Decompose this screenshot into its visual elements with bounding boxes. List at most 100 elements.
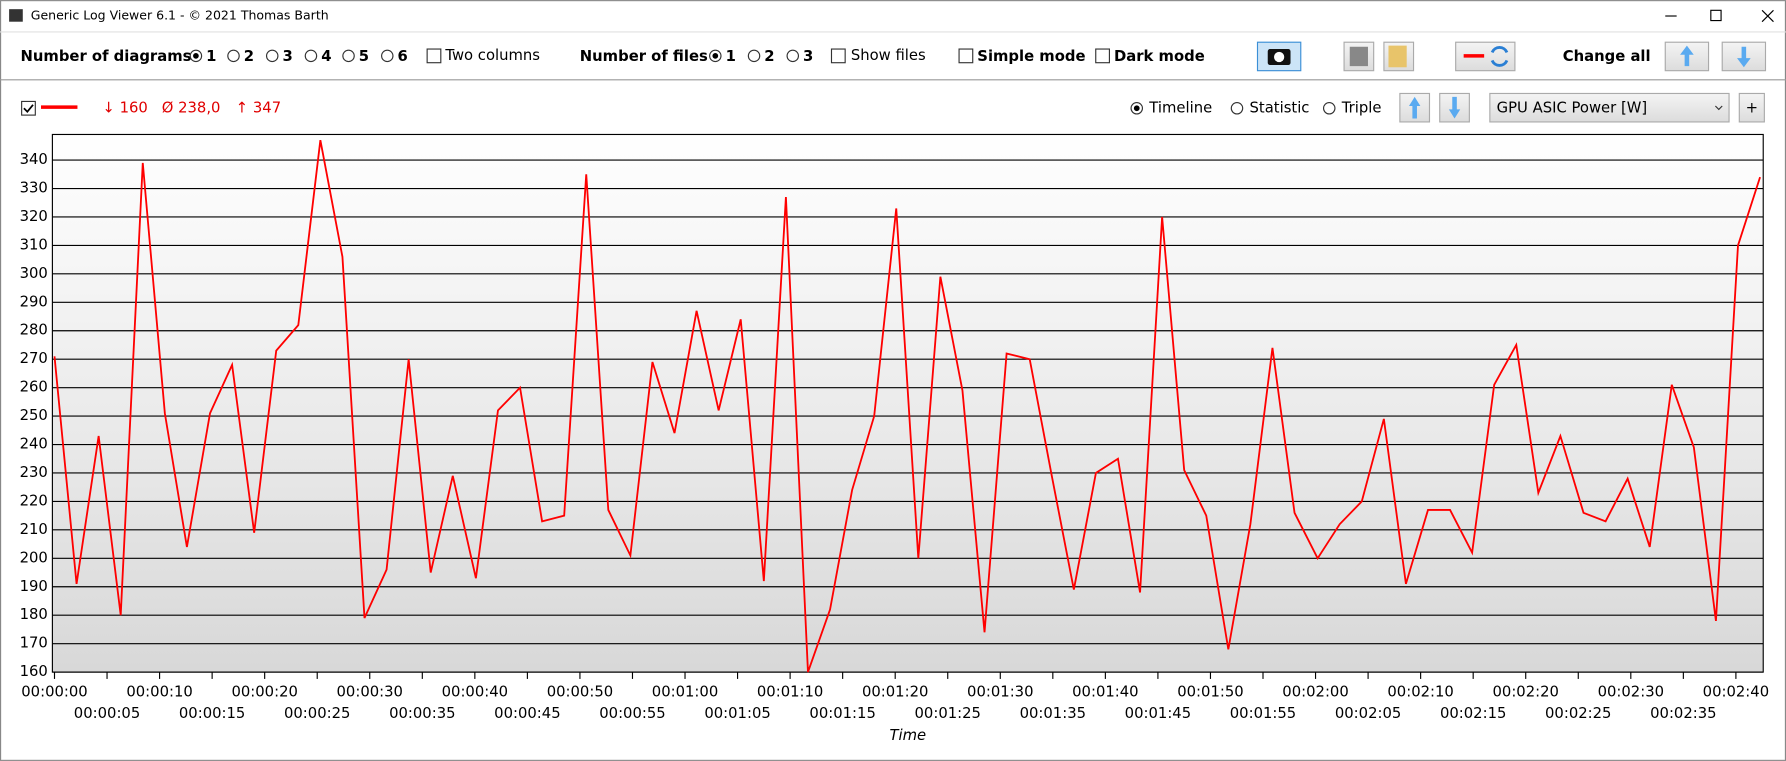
file-option: 2 <box>764 48 774 65</box>
toolbar: Number of diagrams Number of files Two c… <box>21 41 1767 72</box>
x-tick-label: 00:00:25 <box>284 705 350 722</box>
panel: ↓ 160 Ø 238,0 ↑ 347 GPU ASIC Power [W] + <box>21 92 1765 123</box>
radio[interactable] <box>747 49 761 63</box>
view-option: Timeline <box>1148 99 1212 116</box>
x-tick-label: 00:01:20 <box>862 684 928 701</box>
x-tick-label: 00:00:20 <box>231 684 297 701</box>
folder-icon <box>1388 45 1407 68</box>
x-tick-label: 00:02:15 <box>1440 705 1506 722</box>
down-arrow <box>1737 46 1751 68</box>
x-tick-label: 00:02:10 <box>1387 684 1453 701</box>
y-tick-label: 220 <box>20 492 48 509</box>
sensor-dropdown[interactable] <box>1489 92 1730 123</box>
x-tick-label: 00:01:30 <box>967 684 1033 701</box>
y-tick-label: 290 <box>20 293 48 310</box>
y-tick-label: 280 <box>20 322 48 339</box>
checkbox[interactable] <box>830 48 846 64</box>
radio[interactable] <box>227 49 240 63</box>
x-axis-label: Time <box>889 727 926 744</box>
x-tick-label: 00:01:55 <box>1230 705 1296 722</box>
file-option: 3 <box>803 48 813 65</box>
x-tick-label: 00:00:55 <box>599 705 665 722</box>
radio[interactable] <box>381 49 394 63</box>
x-tick-label: 00:00:05 <box>74 705 140 722</box>
maximize[interactable] <box>1710 9 1722 22</box>
x-tick-label: 00:00:15 <box>179 705 245 722</box>
simple-mode: Simple mode <box>977 48 1085 65</box>
checkbox[interactable] <box>1095 48 1110 64</box>
view-option: Triple <box>1341 99 1382 116</box>
stat-max: ↑ 347 <box>236 99 281 116</box>
x-tick-label: 00:01:45 <box>1125 705 1191 722</box>
change-all: Change all <box>1563 48 1651 65</box>
y-tick-label: 270 <box>20 350 48 367</box>
x-tick-label: 00:00:00 <box>21 684 87 701</box>
file-option: 1 <box>726 48 736 65</box>
x-tick-label: 00:02:00 <box>1282 684 1348 701</box>
add-label: + <box>1746 99 1758 116</box>
y-tick-label: 340 <box>20 151 48 168</box>
radio[interactable] <box>265 49 279 63</box>
x-tick-label: 00:01:25 <box>915 705 981 722</box>
radio-dot <box>712 53 719 59</box>
checkbox[interactable] <box>426 48 442 64</box>
check <box>23 104 34 113</box>
add-button[interactable] <box>1738 92 1765 123</box>
series-checkbox[interactable] <box>21 100 36 116</box>
y-tick-label: 160 <box>20 663 48 680</box>
sensor-name: GPU ASIC Power [W] <box>1497 99 1647 116</box>
x-tick-label: 00:02:40 <box>1703 684 1769 701</box>
save-icon <box>1349 46 1368 67</box>
diagram-option: 5 <box>359 48 369 65</box>
radio[interactable] <box>342 49 355 63</box>
view-option: Statistic <box>1250 99 1310 116</box>
y-tick-label: 300 <box>20 265 48 282</box>
checkbox[interactable] <box>958 48 974 64</box>
y-tick-label: 230 <box>20 464 48 481</box>
y-tick-label: 240 <box>20 436 48 453</box>
x-tick-label: 00:02:25 <box>1545 705 1611 722</box>
y-tick-label: 330 <box>20 180 48 197</box>
radio[interactable] <box>1322 102 1336 115</box>
radio[interactable] <box>786 49 800 63</box>
refresh-icon <box>1490 46 1509 67</box>
two-columns: Two columns <box>444 47 540 64</box>
x-tick-label: 00:01:40 <box>1072 684 1138 701</box>
show-files: Show files <box>851 47 926 64</box>
x-tick-label: 00:00:40 <box>442 684 508 701</box>
x-tick-label: 00:01:10 <box>757 684 823 701</box>
radio-dot <box>193 53 199 59</box>
y-tick-label: 190 <box>20 578 48 595</box>
radio-dot <box>1133 105 1140 112</box>
x-tick-label: 00:01:05 <box>704 705 770 722</box>
y-tick-label: 310 <box>20 236 48 253</box>
close[interactable] <box>1761 9 1774 23</box>
stat-avg: Ø 238,0 <box>162 99 221 116</box>
files-label: Number of files <box>580 48 708 65</box>
stat-min: ↓ 160 <box>103 99 148 116</box>
y-tick-label: 180 <box>20 606 48 623</box>
x-tick-label: 00:01:00 <box>652 684 718 701</box>
x-tick-label: 00:00:30 <box>337 684 403 701</box>
x-tick-label: 00:02:05 <box>1335 705 1401 722</box>
y-tick-label: 200 <box>20 549 48 566</box>
diagram-option: 6 <box>398 48 408 65</box>
x-tick-label: 00:00:50 <box>547 684 613 701</box>
up-arrow <box>1408 96 1421 119</box>
radio[interactable] <box>304 49 318 63</box>
diagram-option: 4 <box>321 48 331 65</box>
series-line <box>53 139 1761 673</box>
camera-lens <box>1274 51 1285 63</box>
dark-mode: Dark mode <box>1114 48 1205 65</box>
window-title: Generic Log Viewer 6.1 - © 2021 Thomas B… <box>31 8 329 23</box>
radio[interactable] <box>1230 102 1244 115</box>
app-icon <box>9 9 23 22</box>
diagrams-label: Number of diagrams <box>21 48 192 65</box>
y-tick-label: 320 <box>20 208 48 225</box>
x-tick-label: 00:01:35 <box>1020 705 1086 722</box>
diagram-option: 3 <box>282 48 292 65</box>
diagram-option: 2 <box>244 48 254 65</box>
